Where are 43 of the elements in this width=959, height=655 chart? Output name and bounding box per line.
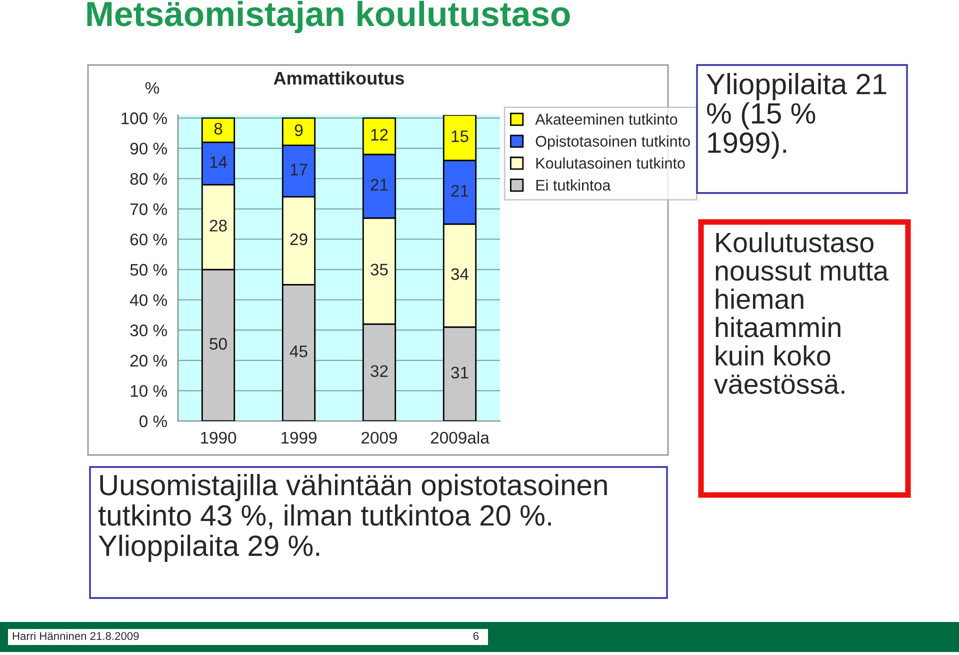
text: 6: [473, 632, 479, 640]
y-tick-label: 80 %: [130, 173, 167, 185]
text: Koulutustaso noussut mutta hieman hitaammin kuin koko väestössä.: [714, 232, 888, 394]
y-tick-label: 20 %: [130, 354, 167, 367]
data-label: 45: [290, 346, 308, 358]
x-tick-label: 1990: [200, 432, 236, 444]
y-tick-label: 40 %: [130, 294, 167, 306]
data-label: 34: [451, 268, 469, 280]
text: Harri Hänninen 21.8.2009: [12, 632, 139, 640]
y-tick-label: 90 %: [130, 142, 167, 155]
y-tick-label: 70 %: [130, 203, 167, 216]
data-label: 14: [210, 156, 228, 168]
legend-label: Opistotasoinen tutkinto: [536, 135, 690, 150]
chart-subtitle: Ammattikoutus: [274, 71, 404, 85]
data-label: 29: [290, 233, 308, 246]
data-label: 32: [370, 365, 388, 377]
data-label: 21: [451, 184, 468, 197]
data-label: 35: [370, 264, 388, 276]
data-label: 8: [214, 122, 222, 135]
data-label: 50: [210, 338, 227, 350]
data-label: 9: [294, 124, 303, 136]
y-tick-label: 10 %: [130, 385, 167, 397]
y-tick-label: 0 %: [140, 415, 167, 428]
data-label: 31: [451, 366, 468, 379]
legend-label: Ei tutkintoa: [536, 179, 611, 191]
legend-label: Koulutasoinen tutkinto: [536, 157, 685, 169]
data-label: 12: [371, 128, 388, 141]
data-label: 21: [370, 178, 388, 191]
chart-title: Metsäomistajan koulutustaso: [87, 0, 570, 34]
y-tick-label: 60 %: [130, 234, 167, 246]
data-label: 28: [210, 220, 227, 232]
text: Ylioppilaita 21 % (15 % 1999).: [706, 73, 886, 159]
y-tick-label: 30 %: [130, 324, 167, 336]
y-tick-label: 50 %: [130, 264, 167, 276]
y-axis-title: %: [145, 82, 160, 94]
data-label: 17: [290, 164, 308, 176]
x-tick-label: 1999: [281, 432, 316, 444]
data-label: 15: [452, 130, 468, 142]
y-tick-label: 100 %: [122, 112, 167, 124]
x-tick-label: 2009: [362, 432, 397, 444]
legend-label: Akateeminen tutkinto: [535, 114, 678, 125]
x-tick-label: 2009ala: [430, 431, 490, 444]
text: Uusomistajilla vähintään opistotasoinen tutkinto 43 %, ilman tutkintoa 20 %. Ylioppilaita 29 %.: [98, 474, 607, 562]
